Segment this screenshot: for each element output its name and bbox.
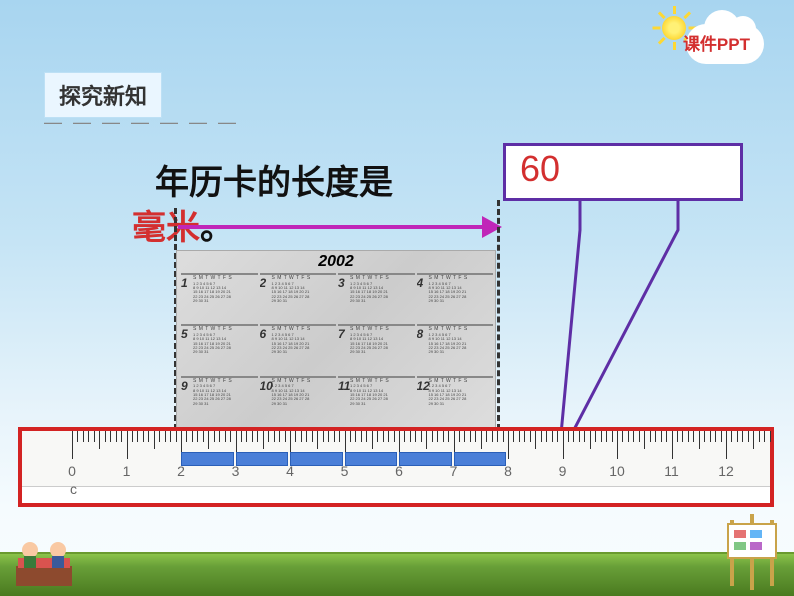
ruler-number: 10 — [609, 463, 625, 479]
blue-segment — [181, 452, 234, 466]
ruler-number: 11 — [664, 463, 679, 479]
calendar-month: 8S M T W T F S1 2 3 4 5 6 7 8 9 10 11 12… — [417, 324, 494, 373]
blue-segment — [290, 452, 343, 466]
calendar-month: 1S M T W T F S1 2 3 4 5 6 7 8 9 10 11 12… — [181, 273, 258, 322]
blue-segment — [236, 452, 289, 466]
calendar-month: 3S M T W T F S1 2 3 4 5 6 7 8 9 10 11 12… — [338, 273, 415, 322]
guide-right — [497, 200, 500, 430]
ruler-number: 9 — [559, 463, 567, 479]
cm-label: c — [70, 481, 77, 497]
blue-segment — [454, 452, 507, 466]
tick-container: 0123456789101112 — [22, 431, 770, 486]
calendar-month: 10S M T W T F S1 2 3 4 5 6 7 8 9 10 11 1… — [260, 376, 337, 425]
calendar-month: 12S M T W T F S1 2 3 4 5 6 7 8 9 10 11 1… — [417, 376, 494, 425]
calendar-year: 2002 — [177, 253, 495, 271]
ppt-label: 课件PPT — [683, 30, 750, 55]
ruler: 0123456789101112 c — [22, 431, 770, 487]
calendar-card: 2002 1S M T W T F S1 2 3 4 5 6 7 8 9 10 … — [176, 250, 496, 428]
calendar-grid: 1S M T W T F S1 2 3 4 5 6 7 8 9 10 11 12… — [181, 273, 493, 425]
kids-reading-icon — [10, 528, 78, 590]
ruler-container: 0123456789101112 c — [18, 427, 774, 507]
blue-segment — [399, 452, 452, 466]
grass-strip — [0, 552, 794, 596]
title-text: 年历卡的长度是 — [155, 155, 393, 204]
calendar-month: 6S M T W T F S1 2 3 4 5 6 7 8 9 10 11 12… — [260, 324, 337, 373]
ruler-number: 1 — [123, 463, 131, 479]
calendar-month: 7S M T W T F S1 2 3 4 5 6 7 8 9 10 11 12… — [338, 324, 415, 373]
calendar-month: 4S M T W T F S1 2 3 4 5 6 7 8 9 10 11 12… — [417, 273, 494, 322]
calendar-month: 5S M T W T F S1 2 3 4 5 6 7 8 9 10 11 12… — [181, 324, 258, 373]
dash-divider: — — — — — — — — [44, 112, 239, 133]
easel-icon — [722, 514, 782, 590]
callout-value: 60 — [516, 148, 564, 190]
calendar-month: 2S M T W T F S1 2 3 4 5 6 7 8 9 10 11 12… — [260, 273, 337, 322]
blue-segment — [345, 452, 398, 466]
measure-arrow-line — [178, 225, 486, 229]
calendar-month: 11S M T W T F S1 2 3 4 5 6 7 8 9 10 11 1… — [338, 376, 415, 425]
calendar-month: 9S M T W T F S1 2 3 4 5 6 7 8 9 10 11 12… — [181, 376, 258, 425]
ruler-number: 12 — [718, 463, 734, 479]
ruler-number: 0 — [68, 463, 76, 479]
callout-pointer — [560, 200, 680, 445]
